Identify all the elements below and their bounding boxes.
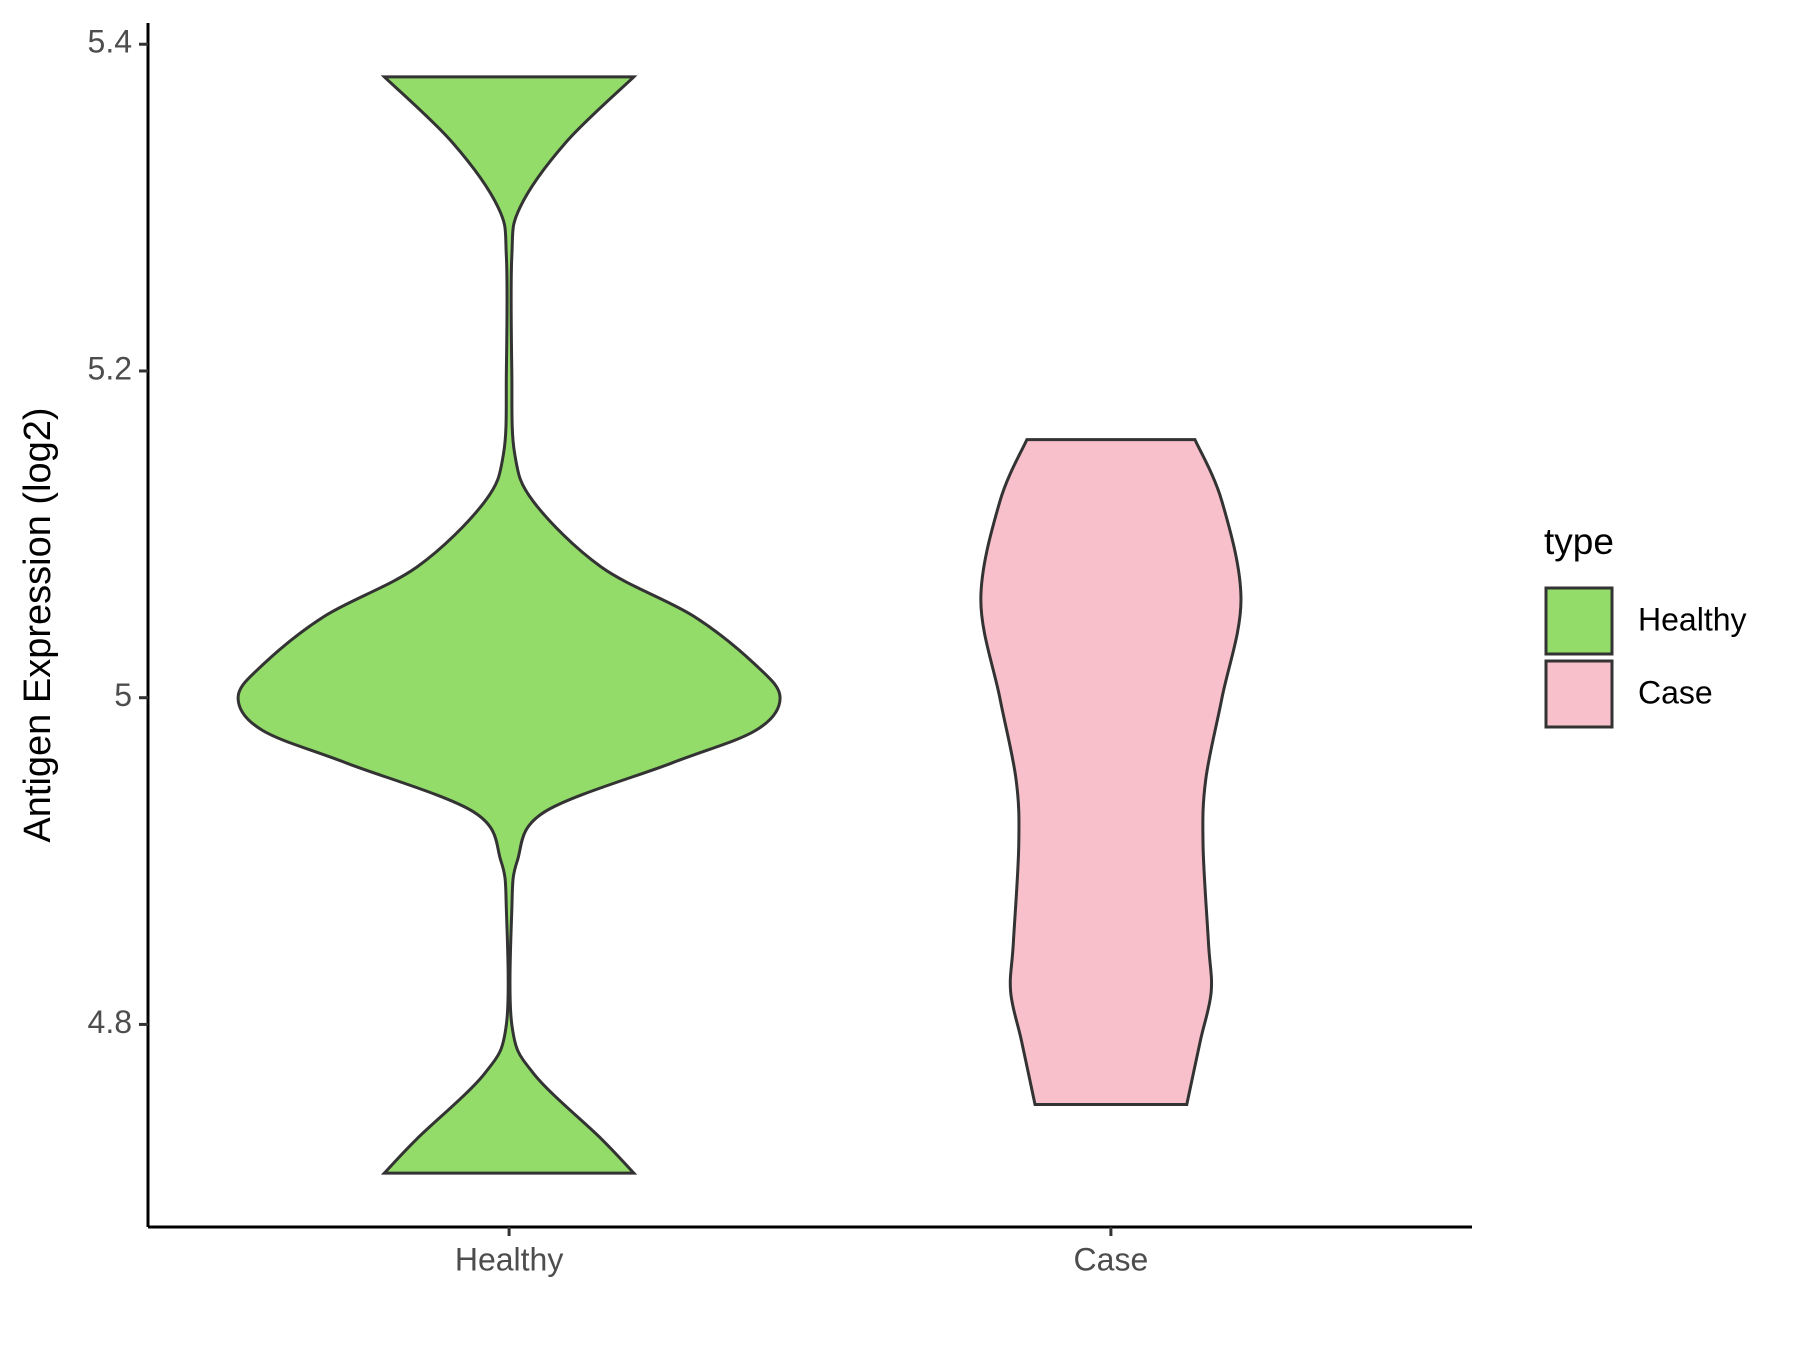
legend-label: Case [1638, 674, 1713, 710]
y-tick-label: 4.8 [88, 1004, 132, 1040]
y-tick-label: 5.2 [88, 350, 132, 386]
y-tick-label: 5 [114, 677, 132, 713]
y-axis-title: Antigen Expression (log2) [17, 407, 59, 842]
violin [236, 75, 782, 1175]
x-tick-label: Healthy [455, 1241, 564, 1277]
violin [979, 438, 1243, 1106]
legend-title: type [1544, 521, 1614, 562]
y-tick-label: 5.4 [88, 24, 132, 60]
legend-key [1544, 659, 1614, 729]
legend-label: Healthy [1638, 601, 1747, 637]
x-tick-label: Case [1074, 1241, 1149, 1277]
legend-key [1544, 586, 1614, 656]
